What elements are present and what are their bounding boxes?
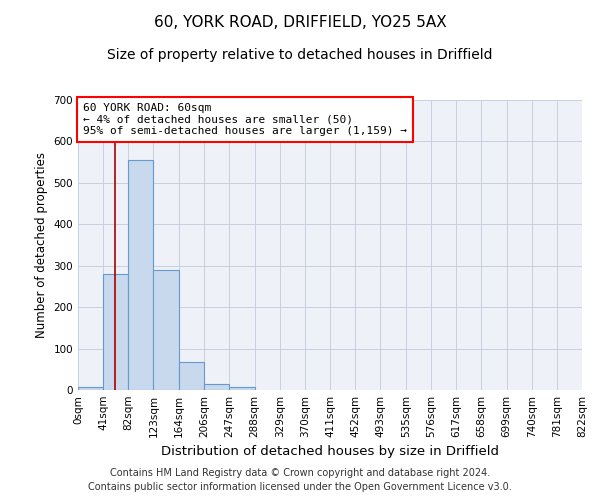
- Bar: [179, 362, 205, 390]
- Bar: [78, 386, 103, 390]
- Y-axis label: Number of detached properties: Number of detached properties: [35, 152, 48, 338]
- Bar: [229, 386, 254, 390]
- Bar: [154, 270, 179, 390]
- X-axis label: Distribution of detached houses by size in Driffield: Distribution of detached houses by size …: [161, 446, 499, 458]
- Bar: [205, 384, 229, 390]
- Text: 60 YORK ROAD: 60sqm
← 4% of detached houses are smaller (50)
95% of semi-detache: 60 YORK ROAD: 60sqm ← 4% of detached hou…: [83, 103, 407, 136]
- Bar: [128, 160, 154, 390]
- Text: 60, YORK ROAD, DRIFFIELD, YO25 5AX: 60, YORK ROAD, DRIFFIELD, YO25 5AX: [154, 15, 446, 30]
- Text: Contains HM Land Registry data © Crown copyright and database right 2024.: Contains HM Land Registry data © Crown c…: [110, 468, 490, 477]
- Text: Contains public sector information licensed under the Open Government Licence v3: Contains public sector information licen…: [88, 482, 512, 492]
- Text: Size of property relative to detached houses in Driffield: Size of property relative to detached ho…: [107, 48, 493, 62]
- Bar: [103, 274, 128, 390]
